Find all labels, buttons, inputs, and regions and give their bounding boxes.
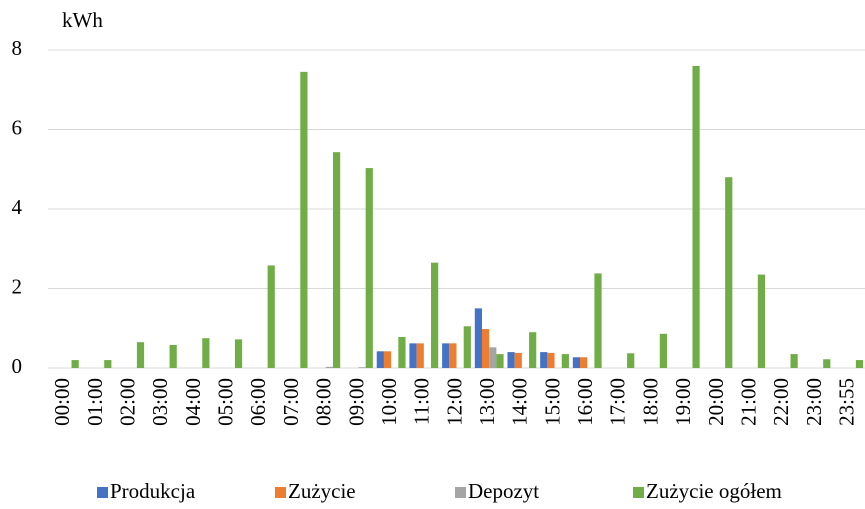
bar xyxy=(507,352,515,368)
bar xyxy=(267,265,275,368)
bar xyxy=(594,273,602,368)
x-tick-label: 10:00 xyxy=(377,378,401,426)
bar xyxy=(540,352,548,368)
bar xyxy=(481,329,490,368)
bar xyxy=(71,360,79,368)
bar xyxy=(449,343,457,368)
y-tick-label: 4 xyxy=(12,195,23,219)
x-tick-label: 01:00 xyxy=(83,378,107,426)
x-tick-label: 08:00 xyxy=(312,378,336,426)
bar xyxy=(332,152,341,368)
bar xyxy=(431,262,439,368)
legend-swatch xyxy=(633,487,644,498)
bar xyxy=(325,366,333,368)
x-tick-label: 02:00 xyxy=(116,378,140,426)
bar xyxy=(234,339,243,368)
bar xyxy=(463,326,471,368)
x-tick-label: 16:00 xyxy=(573,378,597,426)
legend-label: Zużycie xyxy=(288,479,356,503)
x-tick-label: 09:00 xyxy=(344,378,368,426)
bar xyxy=(823,359,831,368)
bar xyxy=(202,338,210,368)
bar xyxy=(496,354,504,368)
x-tick-label: 21:00 xyxy=(736,378,760,426)
bar xyxy=(489,347,497,368)
x-tick-label: 07:00 xyxy=(279,378,303,426)
x-tick-label: 15:00 xyxy=(540,378,564,426)
bar xyxy=(409,343,417,368)
bar xyxy=(365,168,373,368)
bar xyxy=(376,351,384,368)
legend-label: Zużycie ogółem xyxy=(646,479,782,503)
bar xyxy=(383,351,392,368)
bar xyxy=(659,333,667,368)
y-tick-label: 2 xyxy=(12,274,23,298)
bar xyxy=(725,177,733,368)
bar xyxy=(757,274,766,368)
x-tick-label: 18:00 xyxy=(638,378,662,426)
x-tick-label: 00:00 xyxy=(50,378,74,426)
bar xyxy=(547,352,555,368)
legend-swatch xyxy=(455,487,466,498)
x-tick-label: 19:00 xyxy=(671,378,695,426)
bar xyxy=(169,344,177,368)
x-tick-label: 04:00 xyxy=(181,378,205,426)
y-axis-label: kWh xyxy=(62,8,103,32)
bar xyxy=(529,332,537,368)
x-tick-label: 17:00 xyxy=(606,378,630,426)
x-tick-label: 20:00 xyxy=(704,378,728,426)
y-tick-label: 8 xyxy=(12,36,23,60)
bar xyxy=(442,343,450,368)
x-tick-label: 14:00 xyxy=(508,378,532,426)
bar xyxy=(627,353,635,368)
legend-label: Depozyt xyxy=(468,479,539,503)
legend-swatch xyxy=(275,487,286,498)
bar xyxy=(855,360,864,368)
y-tick-label: 0 xyxy=(12,354,23,378)
bar xyxy=(580,357,588,368)
bar xyxy=(474,308,482,368)
x-tick-label: 23:55 xyxy=(834,378,858,426)
legend-swatch xyxy=(97,487,108,498)
x-tick-label: 22:00 xyxy=(769,378,793,426)
bar xyxy=(398,336,406,368)
bar xyxy=(416,343,424,368)
x-tick-label: 11:00 xyxy=(410,378,434,425)
x-tick-label: 12:00 xyxy=(442,378,466,426)
bar xyxy=(104,360,112,368)
bar xyxy=(790,354,798,368)
x-tick-label: 23:00 xyxy=(802,378,826,426)
x-tick-label: 06:00 xyxy=(246,378,270,426)
bar xyxy=(514,352,522,368)
x-tick-label: 13:00 xyxy=(475,378,499,426)
bar xyxy=(572,357,581,368)
x-tick-label: 05:00 xyxy=(214,378,238,426)
bar xyxy=(136,342,145,368)
legend-label: Produkcja xyxy=(110,479,196,503)
x-tick-label: 03:00 xyxy=(148,378,172,426)
bar xyxy=(300,71,308,369)
bar xyxy=(692,65,700,369)
bar xyxy=(358,367,366,368)
bar xyxy=(561,354,569,368)
y-tick-label: 6 xyxy=(12,115,23,139)
